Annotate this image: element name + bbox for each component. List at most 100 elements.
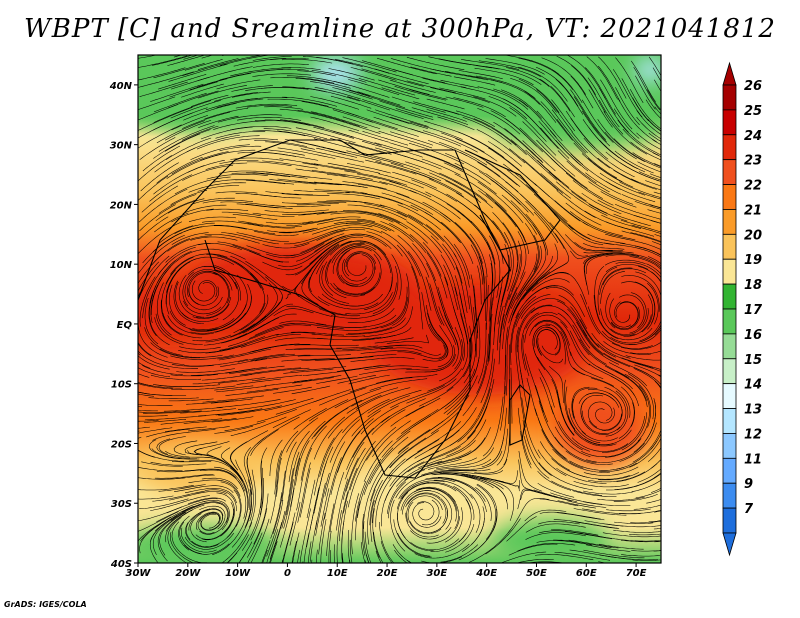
streamline [248,324,312,339]
streamline [173,280,204,324]
streamline [555,78,584,115]
streamline [588,181,634,205]
streamline [485,66,542,85]
colorbar-swatch [722,84,737,111]
streamline [397,204,441,231]
streamline [286,218,334,226]
streamline [262,243,310,249]
streamline [411,266,424,330]
streamline [380,230,421,277]
streamline [520,489,572,502]
streamline [144,327,183,356]
streamline [204,457,244,482]
streamline [216,385,267,393]
streamline [262,261,303,271]
streamline [620,386,635,427]
streamline [585,253,640,274]
streamline [525,312,558,329]
streamline [388,222,427,253]
streamline [198,408,263,417]
streamline [469,233,488,278]
streamline [245,203,293,209]
colorbar-label: 21 [744,203,762,218]
streamline [614,301,631,323]
streamline [485,161,518,186]
streamline [276,457,282,497]
streamline [641,294,653,333]
streamline [441,132,485,153]
streamline [261,540,271,563]
streamline [573,142,618,179]
streamline [565,202,602,226]
streamline [158,194,197,214]
streamline [473,118,517,146]
streamline [362,99,424,119]
streamline [459,151,501,177]
streamline [190,197,235,205]
streamline [560,321,590,366]
streamline [525,149,562,182]
streamline [138,67,186,81]
streamline [181,527,217,553]
streamline [138,55,159,59]
streamline [557,150,597,184]
streamline [586,56,618,100]
streamline [557,500,597,509]
streamline [328,68,375,81]
streamline [311,399,363,440]
streamline [138,426,150,429]
streamline [477,322,487,384]
streamline [500,385,506,431]
streamline [142,145,181,172]
streamline [389,430,439,468]
streamline [181,83,224,98]
streamline [146,428,191,438]
streamline [407,493,447,524]
streamline [267,228,315,233]
streamline [218,405,282,416]
streamline [622,128,659,156]
streamline [310,111,368,129]
streamline [302,87,360,102]
streamline [458,499,472,543]
streamline [352,415,390,458]
streamline [647,256,661,264]
streamline [663,221,699,235]
streamline [286,305,333,317]
streamline [645,401,656,441]
streamline [188,182,247,193]
streamline [508,275,537,324]
streamline [620,554,661,557]
streamline [631,550,661,552]
streamline [413,101,460,115]
streamline [422,499,440,526]
colorbar-label: 20 [744,228,762,243]
streamline [283,512,296,556]
streamline [653,191,661,195]
streamline [381,430,411,458]
streamline [572,490,617,497]
streamline [196,511,221,531]
streamline [330,138,387,155]
streamline [423,130,478,153]
streamline [138,409,158,412]
streamline [648,520,661,523]
streamline [460,59,519,70]
streamline [391,152,442,170]
streamline [346,395,382,414]
streamline [378,173,424,189]
streamline [192,379,238,385]
streamline [245,260,292,300]
streamline [470,493,481,533]
streamline [179,521,202,555]
colorbar-label: 23 [744,154,762,169]
streamline [295,440,310,486]
streamline [158,74,207,90]
streamline [424,354,456,373]
streamline [347,96,390,111]
streamline [662,80,704,120]
streamline [567,469,630,480]
streamline [506,212,529,255]
streamline [411,107,469,126]
streamline [206,272,229,316]
